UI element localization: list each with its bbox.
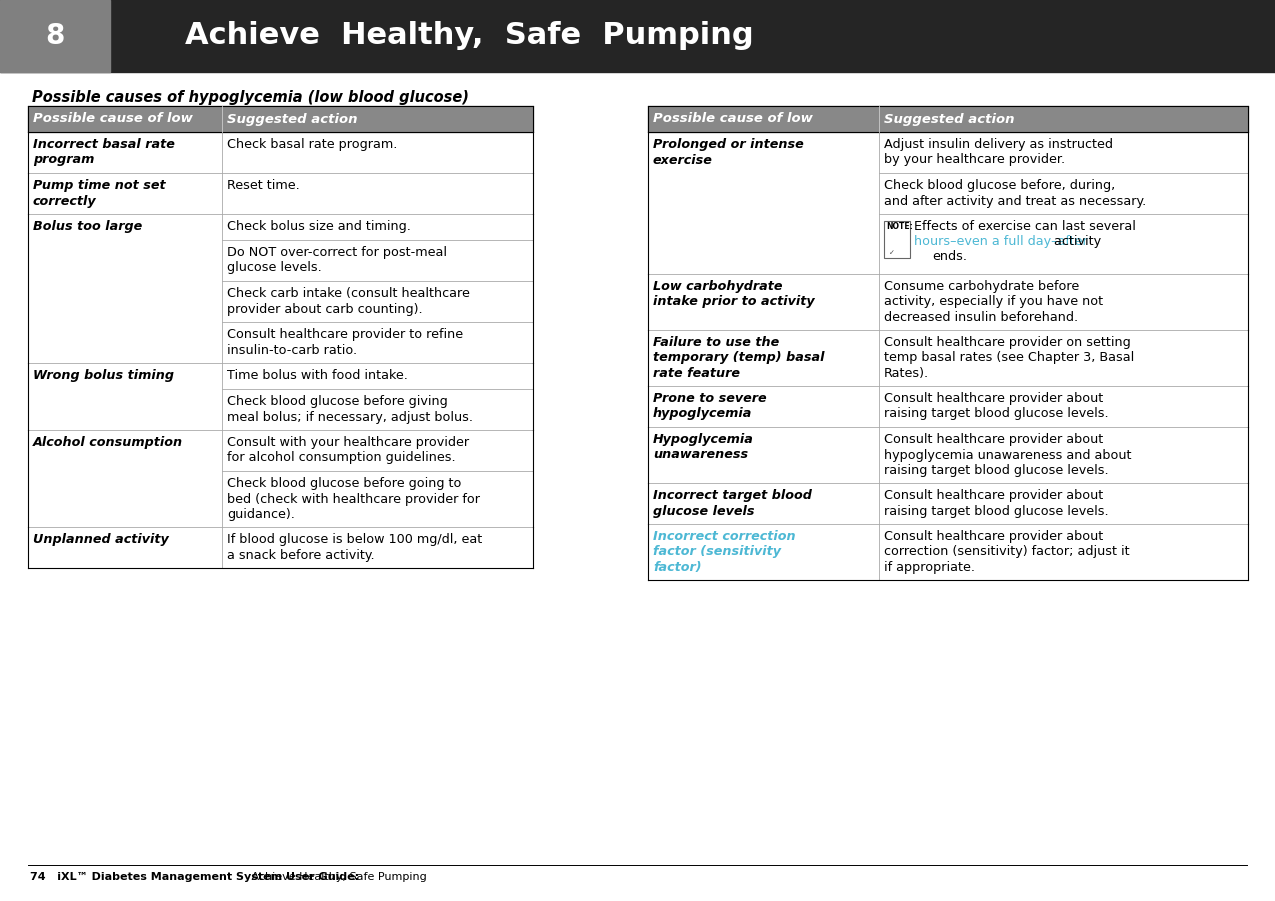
Text: Consult healthcare provider about
raising target blood glucose levels.: Consult healthcare provider about raisin…	[884, 489, 1109, 517]
Text: Wrong bolus timing: Wrong bolus timing	[33, 369, 173, 382]
Text: Possible cause of low: Possible cause of low	[653, 113, 813, 125]
Bar	[648, 274, 1248, 330]
FancyBboxPatch shape	[884, 221, 910, 258]
Bar	[648, 386, 1248, 427]
Text: Effects of exercise can last several: Effects of exercise can last several	[914, 220, 1136, 233]
Bar	[0, 0, 110, 72]
Bar	[0, 0, 1275, 72]
Text: activity: activity	[1051, 235, 1102, 248]
Text: Unplanned activity: Unplanned activity	[33, 533, 168, 546]
Text: Pump time not set
correctly: Pump time not set correctly	[33, 179, 166, 207]
Bar	[28, 430, 533, 527]
Text: Check blood glucose before going to
bed (check with healthcare provider for
guid: Check blood glucose before going to bed …	[227, 477, 481, 521]
Text: Consume carbohydrate before
activity, especially if you have not
decreased insul: Consume carbohydrate before activity, es…	[884, 280, 1103, 324]
Bar	[28, 363, 533, 430]
Text: Suggested action: Suggested action	[884, 113, 1015, 125]
Text: Incorrect basal rate
program: Incorrect basal rate program	[33, 138, 175, 167]
Text: Possible cause of low: Possible cause of low	[33, 113, 193, 125]
Bar	[648, 427, 1248, 483]
Text: Check blood glucose before, during,
and after activity and treat as necessary.: Check blood glucose before, during, and …	[884, 179, 1146, 207]
Text: Bolus too large: Bolus too large	[33, 220, 143, 233]
Bar	[648, 132, 1248, 274]
Text: Do NOT over-correct for post-meal
glucose levels.: Do NOT over-correct for post-meal glucos…	[227, 246, 448, 275]
Text: Reset time.: Reset time.	[227, 179, 300, 192]
Bar	[648, 483, 1248, 524]
Text: If blood glucose is below 100 mg/dl, eat
a snack before activity.: If blood glucose is below 100 mg/dl, eat…	[227, 533, 483, 561]
Text: Prone to severe
hypoglycemia: Prone to severe hypoglycemia	[653, 392, 766, 421]
Text: Consult with your healthcare provider
for alcohol consumption guidelines.: Consult with your healthcare provider fo…	[227, 436, 469, 465]
Text: hours–even a full day–after: hours–even a full day–after	[914, 235, 1088, 248]
Text: Check bolus size and timing.: Check bolus size and timing.	[227, 220, 412, 233]
Bar	[28, 106, 533, 132]
Text: 8: 8	[46, 22, 65, 50]
Bar	[28, 527, 533, 568]
Text: ends.: ends.	[932, 250, 966, 263]
Bar	[648, 106, 1248, 132]
Text: Alcohol consumption: Alcohol consumption	[33, 436, 184, 449]
Text: Time bolus with food intake.: Time bolus with food intake.	[227, 369, 408, 382]
Text: Consult healthcare provider about
raising target blood glucose levels.: Consult healthcare provider about raisin…	[884, 392, 1109, 421]
Text: Failure to use the
temporary (temp) basal
rate feature: Failure to use the temporary (temp) basa…	[653, 336, 825, 380]
Text: Check blood glucose before giving
meal bolus; if necessary, adjust bolus.: Check blood glucose before giving meal b…	[227, 395, 473, 423]
Text: Adjust insulin delivery as instructed
by your healthcare provider.: Adjust insulin delivery as instructed by…	[884, 138, 1113, 167]
Text: 74   iXL™ Diabetes Management System User Guide:: 74 iXL™ Diabetes Management System User …	[31, 872, 360, 882]
Text: Achieve Healthy, Safe Pumping: Achieve Healthy, Safe Pumping	[249, 872, 427, 882]
Text: Check carb intake (consult healthcare
provider about carb counting).: Check carb intake (consult healthcare pr…	[227, 287, 470, 315]
Text: Check basal rate program.: Check basal rate program.	[227, 138, 398, 151]
Text: Consult healthcare provider on setting
temp basal rates (see Chapter 3, Basal
Ra: Consult healthcare provider on setting t…	[884, 336, 1135, 380]
Text: Achieve  Healthy,  Safe  Pumping: Achieve Healthy, Safe Pumping	[185, 22, 754, 50]
Text: Prolonged or intense
exercise: Prolonged or intense exercise	[653, 138, 803, 167]
Text: Low carbohydrate
intake prior to activity: Low carbohydrate intake prior to activit…	[653, 280, 815, 308]
Text: Incorrect correction
factor (sensitivity
factor): Incorrect correction factor (sensitivity…	[653, 530, 796, 574]
Bar	[28, 132, 533, 173]
Bar	[648, 524, 1248, 580]
Bar	[28, 173, 533, 214]
Text: Possible causes of hypoglycemia (low blood glucose): Possible causes of hypoglycemia (low blo…	[32, 90, 469, 105]
Text: ✓: ✓	[889, 250, 895, 256]
Text: Hypoglycemia
unawareness: Hypoglycemia unawareness	[653, 433, 754, 461]
Text: Consult healthcare provider to refine
insulin-to-carb ratio.: Consult healthcare provider to refine in…	[227, 328, 464, 357]
Bar	[28, 214, 533, 363]
Text: NOTE:: NOTE:	[886, 222, 913, 231]
Text: Consult healthcare provider about
correction (sensitivity) factor; adjust it
if : Consult healthcare provider about correc…	[884, 530, 1130, 574]
Text: Incorrect target blood
glucose levels: Incorrect target blood glucose levels	[653, 489, 812, 517]
Text: Consult healthcare provider about
hypoglycemia unawareness and about
raising tar: Consult healthcare provider about hypogl…	[884, 433, 1131, 477]
Text: Suggested action: Suggested action	[227, 113, 358, 125]
Bar	[648, 330, 1248, 386]
